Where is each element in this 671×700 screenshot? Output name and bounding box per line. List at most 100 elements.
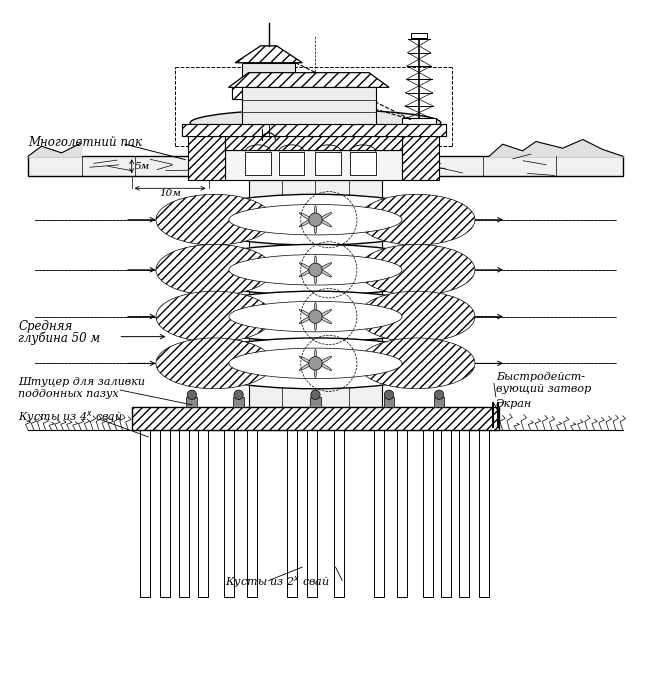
Bar <box>287 430 297 597</box>
Ellipse shape <box>315 356 331 366</box>
Bar <box>225 133 403 150</box>
Text: поддонных пазух: поддонных пазух <box>18 389 119 399</box>
Ellipse shape <box>229 204 402 235</box>
Ellipse shape <box>299 314 315 323</box>
Polygon shape <box>236 46 302 63</box>
Polygon shape <box>229 73 389 88</box>
Text: глубина 50 м: глубина 50 м <box>18 332 100 345</box>
Ellipse shape <box>156 244 272 295</box>
Ellipse shape <box>299 267 315 277</box>
Ellipse shape <box>358 195 475 245</box>
Text: 10м: 10м <box>159 189 181 198</box>
Bar <box>140 430 150 597</box>
Text: Экран: Экран <box>496 399 532 409</box>
Ellipse shape <box>315 217 331 227</box>
Bar <box>189 133 225 180</box>
Ellipse shape <box>314 349 317 368</box>
Ellipse shape <box>358 338 475 388</box>
Bar <box>187 397 197 407</box>
Bar <box>433 397 444 407</box>
Bar <box>232 86 305 99</box>
Circle shape <box>187 390 197 400</box>
Bar <box>384 397 395 407</box>
Circle shape <box>234 390 244 400</box>
Bar <box>246 151 270 175</box>
Polygon shape <box>236 46 302 63</box>
Ellipse shape <box>156 195 272 245</box>
Bar <box>247 430 257 597</box>
Ellipse shape <box>314 206 317 225</box>
Ellipse shape <box>299 356 315 366</box>
Ellipse shape <box>229 255 402 285</box>
Ellipse shape <box>315 314 331 323</box>
Ellipse shape <box>314 302 317 321</box>
Circle shape <box>434 390 444 400</box>
Bar <box>460 430 470 597</box>
Bar <box>178 430 189 597</box>
Bar <box>182 124 446 136</box>
Circle shape <box>311 390 320 400</box>
Bar <box>278 151 304 175</box>
Bar <box>28 156 623 176</box>
Ellipse shape <box>229 348 402 379</box>
Ellipse shape <box>156 338 272 388</box>
Bar <box>403 118 435 126</box>
Ellipse shape <box>314 312 317 330</box>
Text: Штуцер для заливки: Штуцер для заливки <box>18 377 145 387</box>
Text: Средняя: Средняя <box>18 320 72 333</box>
Ellipse shape <box>299 309 315 319</box>
Ellipse shape <box>315 213 331 222</box>
Ellipse shape <box>229 302 402 332</box>
Polygon shape <box>229 73 389 88</box>
Ellipse shape <box>358 291 475 342</box>
Ellipse shape <box>299 213 315 222</box>
Bar <box>374 430 384 597</box>
Bar <box>441 430 451 597</box>
Bar <box>310 397 321 407</box>
Ellipse shape <box>315 361 331 370</box>
Bar <box>423 430 433 597</box>
Circle shape <box>309 310 322 323</box>
Ellipse shape <box>314 358 317 377</box>
Ellipse shape <box>185 338 446 388</box>
Ellipse shape <box>185 195 446 245</box>
Circle shape <box>309 357 322 370</box>
Bar <box>350 151 376 175</box>
Ellipse shape <box>315 267 331 277</box>
Text: 5м: 5м <box>135 162 150 171</box>
Bar <box>397 430 407 597</box>
Ellipse shape <box>185 291 446 342</box>
Ellipse shape <box>315 262 331 272</box>
Circle shape <box>309 213 322 226</box>
Ellipse shape <box>314 256 317 274</box>
Ellipse shape <box>315 309 331 319</box>
Polygon shape <box>242 63 295 86</box>
Text: Кусты из 4$^х$ свай: Кусты из 4$^х$ свай <box>18 409 123 425</box>
Bar <box>182 124 446 136</box>
Bar <box>234 397 244 407</box>
Text: Многолетний пак: Многолетний пак <box>28 136 142 149</box>
Bar <box>315 151 341 175</box>
Bar <box>223 430 234 597</box>
Ellipse shape <box>299 217 315 227</box>
Bar <box>160 430 170 597</box>
Text: Быстродейст-: Быстродейст- <box>496 372 585 382</box>
Ellipse shape <box>190 109 441 136</box>
Ellipse shape <box>156 291 272 342</box>
Bar <box>198 430 208 597</box>
Bar <box>132 407 499 430</box>
Ellipse shape <box>314 215 317 234</box>
Bar <box>242 88 376 124</box>
Bar <box>411 33 427 38</box>
Bar <box>232 86 305 99</box>
Ellipse shape <box>314 265 317 284</box>
Bar <box>225 150 403 180</box>
Text: Кусты из 2$^х$ свай: Кусты из 2$^х$ свай <box>225 574 330 590</box>
Ellipse shape <box>299 361 315 370</box>
Ellipse shape <box>185 244 446 295</box>
Bar <box>307 430 317 597</box>
Ellipse shape <box>358 244 475 295</box>
Circle shape <box>384 390 394 400</box>
Text: вующий затвор: вующий затвор <box>496 384 591 394</box>
Bar <box>403 133 439 180</box>
